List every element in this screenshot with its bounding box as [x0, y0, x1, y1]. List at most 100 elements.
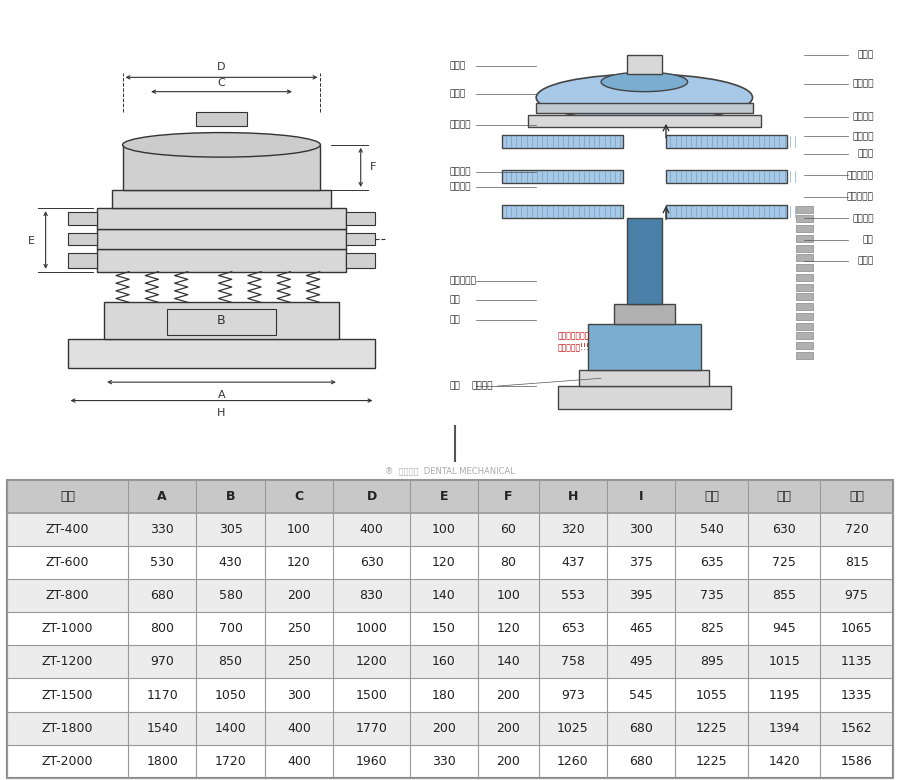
Text: F: F — [504, 491, 513, 503]
Text: 1065: 1065 — [841, 622, 872, 636]
Text: 试机时去掉!!!: 试机时去掉!!! — [558, 342, 590, 352]
Bar — [410, 711, 478, 745]
Text: ZT-1000: ZT-1000 — [41, 622, 94, 636]
Bar — [196, 547, 265, 580]
Bar — [820, 612, 893, 646]
Bar — [478, 513, 538, 547]
Text: 540: 540 — [699, 523, 724, 537]
Bar — [478, 646, 538, 679]
Bar — [501, 204, 623, 218]
Text: 630: 630 — [772, 523, 796, 537]
Bar — [580, 370, 709, 386]
Text: 430: 430 — [219, 556, 242, 569]
Bar — [796, 254, 813, 261]
Bar — [820, 711, 893, 745]
Bar — [128, 679, 196, 711]
Text: E: E — [28, 236, 34, 246]
Bar — [478, 480, 538, 513]
Text: 630: 630 — [360, 556, 383, 569]
Bar — [796, 235, 813, 242]
Text: 320: 320 — [561, 523, 585, 537]
Bar — [607, 612, 675, 646]
Bar — [796, 274, 813, 281]
Text: 1586: 1586 — [841, 754, 872, 768]
Text: 1000: 1000 — [356, 622, 387, 636]
Bar — [796, 332, 813, 339]
Ellipse shape — [122, 133, 320, 157]
Bar — [538, 745, 607, 778]
Text: A: A — [158, 491, 167, 503]
Bar — [675, 745, 748, 778]
Text: 一层: 一层 — [704, 491, 719, 503]
Bar — [607, 711, 675, 745]
Bar — [666, 204, 788, 218]
Bar — [333, 547, 410, 580]
Bar — [265, 480, 333, 513]
Bar — [7, 547, 128, 580]
Bar — [97, 208, 346, 229]
Bar — [265, 547, 333, 580]
Text: D: D — [366, 491, 376, 503]
Bar — [748, 580, 820, 612]
Text: 200: 200 — [497, 754, 520, 768]
Bar — [675, 679, 748, 711]
Text: 1562: 1562 — [841, 722, 872, 735]
Bar — [796, 293, 813, 300]
Text: 330: 330 — [150, 523, 174, 537]
Text: 1025: 1025 — [557, 722, 589, 735]
Text: 1170: 1170 — [147, 689, 178, 701]
Text: 553: 553 — [561, 590, 585, 602]
Text: ZT-1500: ZT-1500 — [41, 689, 94, 701]
Text: 758: 758 — [561, 655, 585, 668]
Bar — [558, 386, 731, 410]
Text: 700: 700 — [219, 622, 243, 636]
Bar — [675, 580, 748, 612]
Text: 830: 830 — [360, 590, 383, 602]
Bar — [410, 580, 478, 612]
Bar — [796, 215, 813, 222]
Bar — [68, 232, 97, 245]
Text: 1400: 1400 — [215, 722, 247, 735]
Bar — [7, 711, 128, 745]
Bar — [128, 745, 196, 778]
Text: 底部框架: 底部框架 — [450, 183, 472, 192]
Bar — [7, 646, 128, 679]
Bar — [7, 679, 128, 711]
Text: 180: 180 — [432, 689, 456, 701]
Bar — [97, 249, 346, 271]
Bar — [675, 612, 748, 646]
Bar — [410, 547, 478, 580]
Bar — [820, 480, 893, 513]
Text: 725: 725 — [772, 556, 796, 569]
Text: 弹簧: 弹簧 — [450, 315, 461, 324]
Bar — [666, 134, 788, 148]
Text: 球形清洁板: 球形清洁板 — [847, 171, 874, 180]
Bar — [527, 115, 761, 126]
Text: 1225: 1225 — [696, 754, 727, 768]
Bar — [536, 103, 752, 113]
Text: 300: 300 — [629, 523, 653, 537]
Bar — [68, 254, 97, 268]
Text: 680: 680 — [629, 722, 653, 735]
Text: C: C — [294, 491, 303, 503]
Bar — [538, 612, 607, 646]
Bar — [265, 513, 333, 547]
Text: 545: 545 — [629, 689, 653, 701]
Text: 855: 855 — [772, 590, 796, 602]
Text: 400: 400 — [287, 754, 311, 768]
Bar — [820, 547, 893, 580]
Bar — [607, 547, 675, 580]
Text: A: A — [218, 389, 225, 399]
Bar — [675, 547, 748, 580]
Text: B: B — [217, 314, 226, 328]
Text: 1200: 1200 — [356, 655, 387, 668]
Text: 140: 140 — [497, 655, 520, 668]
Text: 橡胶球: 橡胶球 — [858, 150, 874, 158]
Bar — [748, 646, 820, 679]
Bar — [265, 580, 333, 612]
Text: 小尺寸排料: 小尺寸排料 — [450, 276, 476, 285]
Text: 895: 895 — [699, 655, 724, 668]
Bar — [7, 480, 128, 513]
Text: E: E — [440, 491, 448, 503]
Text: 1195: 1195 — [769, 689, 800, 701]
